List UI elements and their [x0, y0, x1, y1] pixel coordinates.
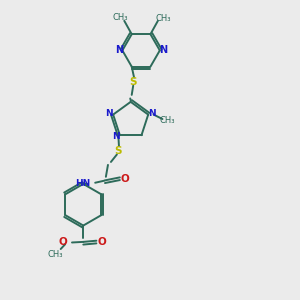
Text: N: N	[115, 45, 123, 56]
Text: CH₃: CH₃	[160, 116, 175, 125]
Text: O: O	[97, 237, 106, 247]
Text: CH₃: CH₃	[155, 14, 171, 23]
Text: O: O	[59, 238, 68, 248]
Text: O: O	[121, 174, 130, 184]
Text: N: N	[112, 132, 119, 141]
Text: CH₃: CH₃	[47, 250, 62, 260]
Text: S: S	[115, 146, 122, 156]
Text: S: S	[130, 77, 137, 87]
Text: HN: HN	[76, 179, 91, 188]
Text: N: N	[105, 109, 113, 118]
Text: N: N	[159, 45, 167, 56]
Text: N: N	[148, 109, 156, 118]
Text: CH₃: CH₃	[113, 13, 128, 22]
